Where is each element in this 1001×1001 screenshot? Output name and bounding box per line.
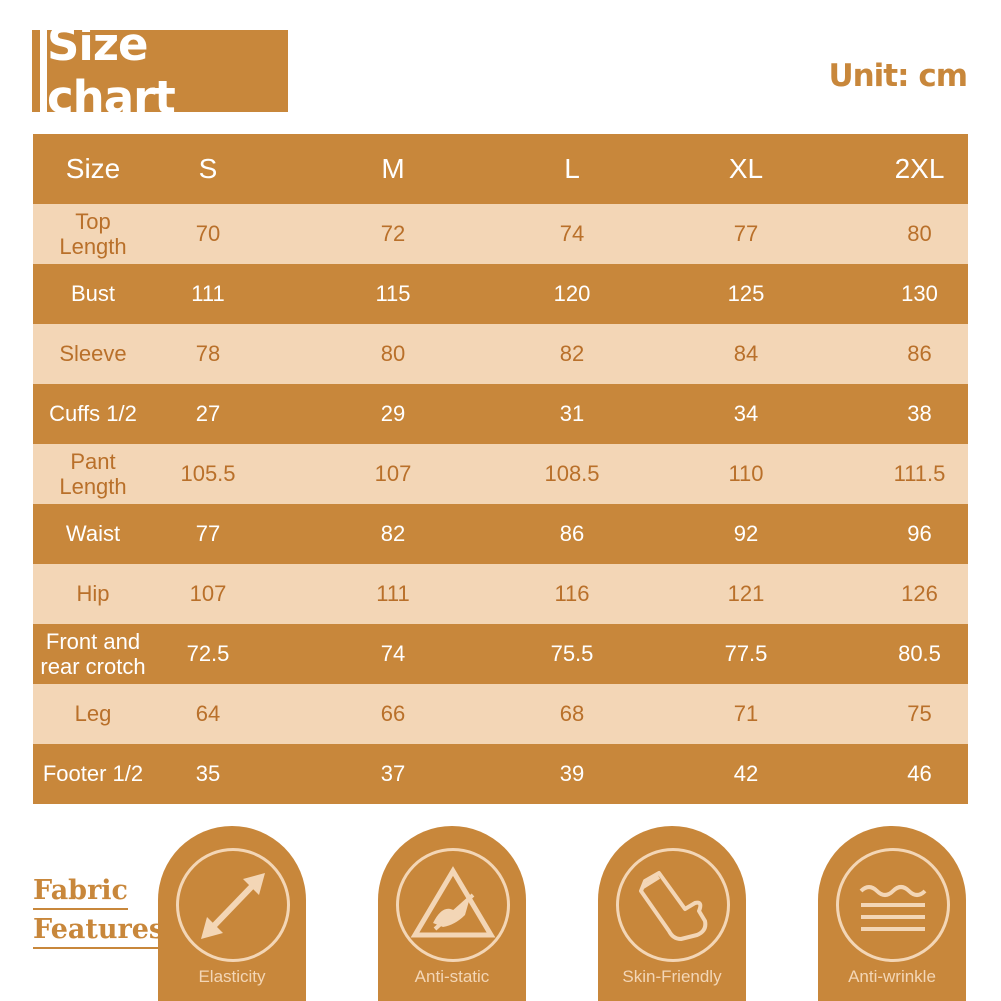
header-cell: L xyxy=(564,152,580,184)
fabric-features-heading-line: Fabric xyxy=(33,873,128,910)
value-cell: 27 xyxy=(195,401,221,427)
value-cell: 105.5 xyxy=(180,461,236,487)
table-row: Footer 1/2 35 37 39 42 46 xyxy=(33,744,968,804)
header-cell: M xyxy=(381,152,405,184)
value-cell: 86 xyxy=(559,521,585,547)
row-label: Cuffs 1/2 xyxy=(49,401,137,427)
table-row: Sleeve 78 80 82 84 86 xyxy=(33,324,968,384)
value-cell: 46 xyxy=(907,761,932,787)
value-cell: 75 xyxy=(907,701,932,727)
feature-skin-friendly: Skin-Friendly xyxy=(598,826,746,1001)
value-cell: 66 xyxy=(380,701,406,727)
row-label: Top Length xyxy=(59,208,127,259)
value-cell: 80.5 xyxy=(898,641,941,667)
table-row: Leg 64 66 68 71 75 xyxy=(33,684,968,744)
value-cell: 92 xyxy=(733,521,759,547)
value-cell: 75.5 xyxy=(550,641,594,667)
row-label: Leg xyxy=(74,701,112,727)
value-cell: 72.5 xyxy=(186,641,230,667)
feature-label: Anti-static xyxy=(414,967,490,986)
value-cell: 74 xyxy=(380,641,406,667)
row-label: Bust xyxy=(70,281,116,307)
header-cell: 2XL xyxy=(894,152,945,184)
table-row: Waist 77 82 86 92 96 xyxy=(33,504,968,564)
waves-icon xyxy=(859,885,927,931)
size-table: Size S M L XL 2XL Top Length 70 72 74 77 80 Bu… xyxy=(33,134,968,804)
value-cell: 130 xyxy=(901,281,938,307)
feature-label: Skin-Friendly xyxy=(622,967,722,986)
feature-anti-static: Anti-static xyxy=(378,826,526,1001)
value-cell: 86 xyxy=(907,341,932,367)
value-cell: 77 xyxy=(733,221,759,247)
fabric-features-heading-line: Features xyxy=(33,912,165,949)
value-cell: 37 xyxy=(380,761,406,787)
title-accent-bar xyxy=(32,30,40,112)
table-row: Cuffs 1/2 27 29 31 34 38 xyxy=(33,384,968,444)
value-cell: 71 xyxy=(733,701,759,727)
row-label: Footer 1/2 xyxy=(42,761,144,787)
feature-anti-wrinkle: Anti-wrinkle xyxy=(818,826,966,1001)
value-cell: 108.5 xyxy=(544,461,600,487)
glove-icon xyxy=(639,871,708,941)
value-cell: 121 xyxy=(727,581,765,607)
fabric-features-heading: Fabric Features xyxy=(33,873,165,949)
value-cell: 111.5 xyxy=(893,461,946,487)
value-cell: 116 xyxy=(554,581,590,607)
value-cell: 120 xyxy=(553,281,591,307)
row-label: Waist xyxy=(65,521,121,547)
table-body: Top Length 70 72 74 77 80 Bust 111 115 120 125 130 S… xyxy=(33,204,968,804)
table-row: Front and rear crotch 72.5 74 75.5 77.5 80.5 xyxy=(33,624,968,684)
value-cell: 78 xyxy=(195,341,221,367)
table-row: Hip 107 111 116 121 126 xyxy=(33,564,968,624)
value-cell: 42 xyxy=(733,761,759,787)
table-row: Bust 111 115 120 125 130 xyxy=(33,264,968,324)
value-cell: 82 xyxy=(380,521,406,547)
value-cell: 80 xyxy=(380,341,406,367)
value-cell: 82 xyxy=(559,341,585,367)
value-cell: 72 xyxy=(380,221,406,247)
value-cell: 126 xyxy=(901,581,938,607)
header-cell: S xyxy=(198,152,218,184)
row-label: Hip xyxy=(76,581,110,607)
table-row: Top Length 70 72 74 77 80 xyxy=(33,204,968,264)
value-cell: 111 xyxy=(191,281,225,307)
value-cell: 77.5 xyxy=(724,641,768,667)
value-cell: 35 xyxy=(195,761,221,787)
value-cell: 84 xyxy=(733,341,759,367)
unit-label: Unit: cm xyxy=(828,58,968,94)
value-cell: 68 xyxy=(559,701,585,727)
row-label: Front and rear crotch xyxy=(40,628,146,679)
static-warning-icon xyxy=(410,866,496,938)
value-cell: 29 xyxy=(380,401,406,427)
feature-label: Anti-wrinkle xyxy=(848,967,936,986)
row-label: Sleeve xyxy=(59,341,127,367)
value-cell: 39 xyxy=(559,761,585,787)
header-cell: Size xyxy=(65,152,121,184)
row-label: Pant Length xyxy=(59,448,127,499)
table-header-row: Size S M L XL 2XL xyxy=(33,134,968,204)
value-cell: 111 xyxy=(376,581,410,607)
value-cell: 31 xyxy=(559,401,585,427)
value-cell: 64 xyxy=(195,701,221,727)
value-cell: 74 xyxy=(559,221,585,247)
value-cell: 125 xyxy=(727,281,765,307)
feature-elasticity: Elasticity xyxy=(158,826,306,1001)
value-cell: 77 xyxy=(195,521,221,547)
value-cell: 80 xyxy=(907,221,932,247)
value-cell: 38 xyxy=(907,401,932,427)
value-cell: 107 xyxy=(189,581,227,607)
value-cell: 110 xyxy=(728,461,764,487)
value-cell: 107 xyxy=(374,461,412,487)
feature-label: Elasticity xyxy=(198,967,266,986)
header-cell: XL xyxy=(728,152,764,184)
value-cell: 96 xyxy=(907,521,932,547)
double-arrow-icon xyxy=(201,873,265,939)
table-row: Pant Length 105.5 107 108.5 110 111.5 xyxy=(33,444,968,504)
value-cell: 115 xyxy=(375,281,411,307)
value-cell: 34 xyxy=(733,401,759,427)
page-title: Size chart xyxy=(47,18,288,124)
value-cell: 70 xyxy=(195,221,221,247)
